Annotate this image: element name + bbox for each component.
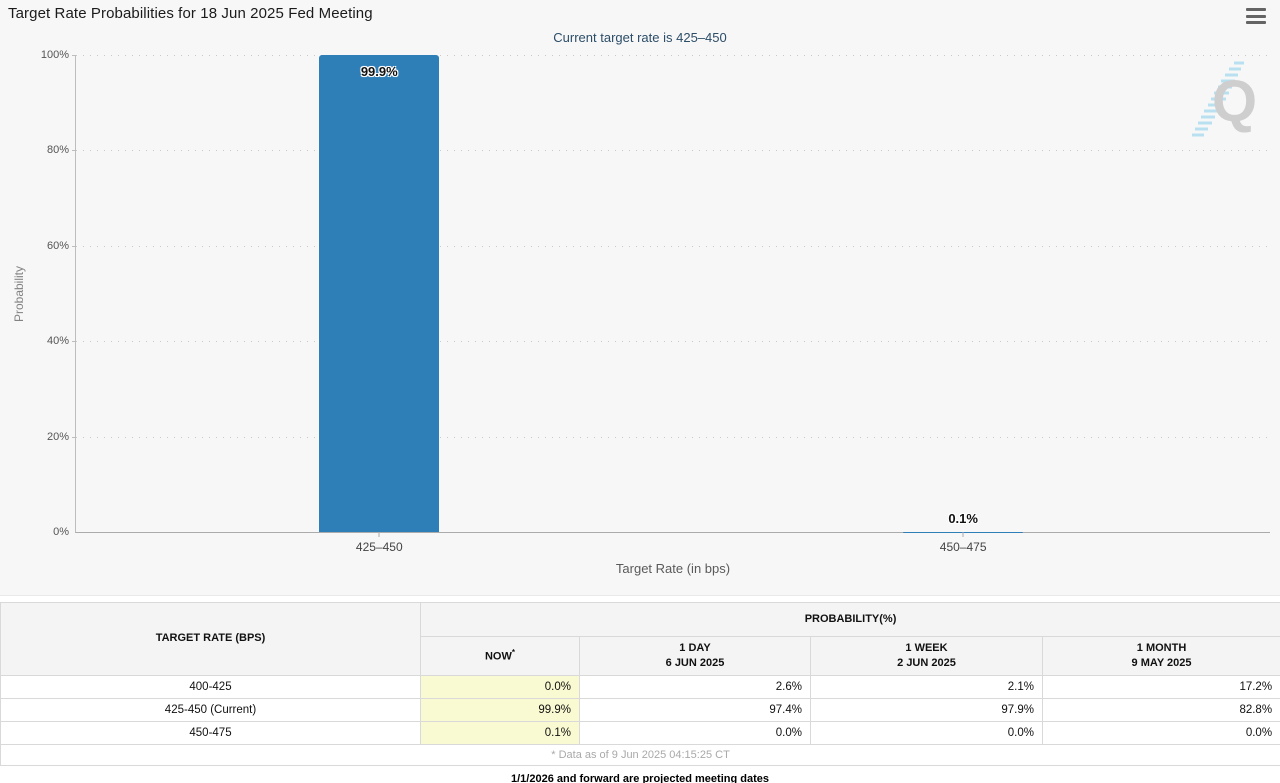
projected-meeting-dates-note: 1/1/2026 and forward are projected meeti… xyxy=(511,772,769,783)
col-header-now: NOW* xyxy=(420,636,580,676)
bar-value-label: 99.9% xyxy=(360,64,398,79)
day1-value: 97.4% xyxy=(579,697,811,722)
y-tick-60: 60% xyxy=(46,239,69,252)
quikstrike-watermark-icon: Q xyxy=(1192,61,1257,137)
day1-value: 0.0% xyxy=(579,720,811,745)
gridline-60 xyxy=(76,245,1270,247)
chart-subtitle: Current target rate is 425–450 xyxy=(553,30,727,45)
week1-value: 97.9% xyxy=(810,697,1043,722)
plot-area: 100% 80% 60% 40% 20% 0% Q xyxy=(41,49,1270,576)
col-header-probability: PROBABILITY(%) xyxy=(419,602,1280,637)
y-axis-title: Probability xyxy=(12,265,26,323)
table-row: 400-425 0.0% 2.6% 2.1% 17.2% xyxy=(0,674,1280,699)
data-asof-footnote: * Data as of 9 Jun 2025 04:15:25 CT xyxy=(0,743,1280,766)
now-value: 99.9% xyxy=(420,697,580,722)
gridline-20 xyxy=(76,436,1270,438)
bar-value-label: 0.1% xyxy=(948,511,978,526)
gridline-100 xyxy=(76,55,1270,56)
fedwatch-chart-panel: Target Rate Probabilities for 18 Jun 202… xyxy=(0,5,1280,596)
y-tick-20: 20% xyxy=(46,430,69,443)
y-tick-80: 80% xyxy=(46,144,69,157)
col-header-1day: 1 DAY 6 JUN 2025 xyxy=(579,636,811,676)
rate-label: 400-425 xyxy=(0,674,421,699)
week1-value: 0.0% xyxy=(810,720,1043,745)
day1-value: 2.6% xyxy=(579,674,811,699)
x-tick-450-475: 450–475 xyxy=(939,540,987,554)
bar-425-450 xyxy=(319,55,440,532)
x-axis-title: Target Rate (in bps) xyxy=(615,561,731,576)
now-value: 0.1% xyxy=(420,720,580,745)
month1-value: 17.2% xyxy=(1041,674,1280,699)
col-header-1week: 1 WEEK 2 JUN 2025 xyxy=(810,636,1043,676)
probability-table-panel: TARGET RATE (BPS) PROBABILITY(%) NOW* 1 … xyxy=(0,596,1280,783)
y-tick-100: 100% xyxy=(40,49,69,61)
rate-label: 425-450 (Current) xyxy=(0,697,421,722)
table-row: 425-450 (Current) 99.9% 97.4% 97.9% 82.8… xyxy=(0,697,1280,722)
col-header-target-rate: TARGET RATE (BPS) xyxy=(0,602,421,676)
page-title: Target Rate Probabilities for 18 Jun 202… xyxy=(8,5,373,22)
probability-table: TARGET RATE (BPS) PROBABILITY(%) NOW* 1 … xyxy=(0,602,1280,766)
month1-value: 82.8% xyxy=(1041,697,1280,722)
week1-value: 2.1% xyxy=(810,674,1043,699)
hamburger-menu-icon[interactable] xyxy=(1246,8,1266,24)
gridline-80 xyxy=(76,150,1270,152)
x-tick-425-450: 425–450 xyxy=(355,540,403,554)
now-value: 0.0% xyxy=(420,674,580,699)
svg-text:Q: Q xyxy=(1212,69,1257,134)
gridline-40 xyxy=(76,341,1270,343)
table-row: 450-475 0.1% 0.0% 0.0% 0.0% xyxy=(0,720,1280,745)
rate-label: 450-475 xyxy=(0,720,421,745)
y-tick-0: 0% xyxy=(53,526,69,538)
y-tick-40: 40% xyxy=(46,335,69,348)
month1-value: 0.0% xyxy=(1041,720,1280,745)
col-header-1month: 1 MONTH 9 MAY 2025 xyxy=(1041,636,1280,676)
